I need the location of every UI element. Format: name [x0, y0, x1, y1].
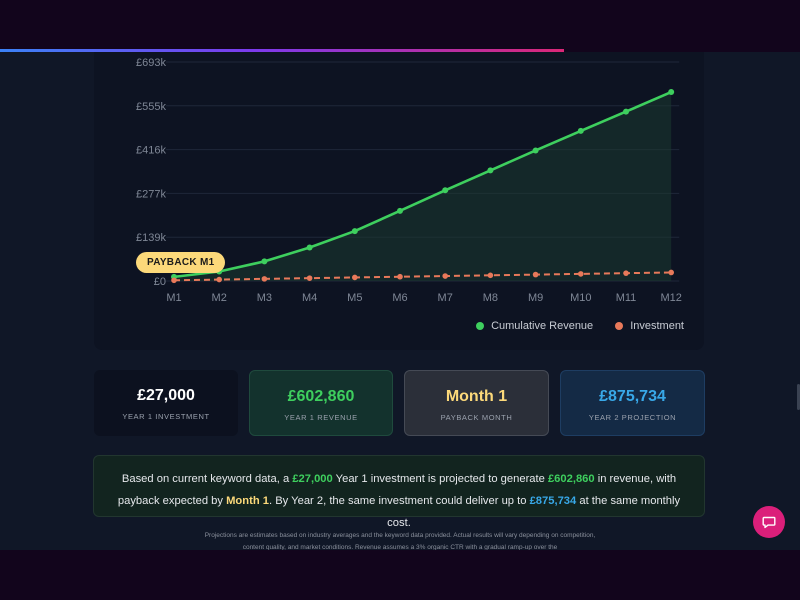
stat-value-investment: £27,000	[137, 387, 195, 404]
stat-card-investment: £27,000 YEAR 1 INVESTMENT	[94, 370, 238, 436]
revenue-point	[532, 147, 539, 154]
x-tick-label: M7	[438, 292, 453, 304]
x-tick-label: M3	[257, 292, 272, 304]
investment-point	[216, 276, 222, 283]
revenue-line	[173, 90, 672, 279]
summary-text: at the same monthly cost.	[387, 495, 681, 529]
revenue-point	[306, 244, 313, 251]
stat-label-investment: YEAR 1 INVESTMENT	[122, 412, 210, 421]
investment-point	[306, 275, 313, 281]
y-tick-label: £139k	[136, 232, 166, 244]
x-tick-label: M11	[616, 292, 637, 304]
projection-summary: Based on current keyword data, a £27,000…	[93, 455, 705, 529]
summary-revenue-value: £602,860	[547, 473, 595, 485]
scroll-progress-bar	[0, 49, 564, 52]
x-tick-label: M1	[166, 292, 181, 304]
bottom-bar	[0, 550, 800, 600]
stat-label-payback: PAYBACK MONTH	[440, 413, 513, 422]
revenue-point	[442, 187, 449, 194]
revenue-point	[351, 228, 358, 235]
investment-point	[442, 273, 449, 279]
disclaimer-text: Projections are estimates based on indus…	[204, 532, 596, 550]
legend-label-investment: Investment	[630, 320, 684, 332]
summary-payback-value: Month 1	[226, 495, 269, 507]
legend-swatch-revenue	[476, 322, 485, 330]
x-tick-label: M8	[483, 292, 498, 304]
legend-item-revenue: Cumulative Revenue	[476, 320, 593, 332]
x-tick-label: M10	[570, 292, 591, 304]
x-tick-label: M6	[392, 292, 407, 304]
chat-button[interactable]	[753, 506, 785, 538]
investment-line	[173, 271, 672, 282]
investment-point	[171, 277, 177, 284]
investment-point	[352, 274, 358, 281]
y-tick-label: £416k	[136, 145, 166, 157]
projection-chart: £0 £139k £277k £416k £555k £693k M1 M2 M3 M4 M5 M6 M…	[136, 57, 682, 304]
y-tick-label: £555k	[136, 101, 166, 113]
investment-point	[397, 273, 403, 280]
investment-point	[578, 271, 584, 277]
stat-value-payback: Month 1	[445, 388, 508, 405]
chat-icon	[762, 516, 776, 529]
stat-card-year2: £875,734 YEAR 2 PROJECTION	[560, 370, 705, 436]
investment-point	[668, 269, 674, 276]
page-viewport: £0 £139k £277k £416k £555k £693k M1 M2 M3 M4 M5 M6 M…	[0, 52, 800, 550]
stat-card-payback: Month 1 PAYBACK MONTH	[404, 370, 549, 436]
x-tick-label: M4	[302, 292, 317, 304]
top-bar	[0, 0, 800, 50]
legend-item-investment: Investment	[615, 320, 684, 332]
summary-text: Year 1 investment is projected to genera…	[332, 473, 548, 485]
legend-swatch-investment	[615, 322, 624, 330]
projection-chart-card: £0 £139k £277k £416k £555k £693k M1 M2 M3 M4 M5 M6 M…	[94, 52, 704, 350]
summary-text: . By Year 2, the same investment could d…	[269, 495, 530, 507]
summary-text: in revenue, with payback expected by	[117, 473, 677, 507]
x-tick-label: M9	[528, 292, 543, 304]
revenue-point	[623, 108, 629, 115]
y-tick-label: £693k	[136, 57, 166, 69]
revenue-point	[487, 167, 494, 174]
x-tick-label: M12	[660, 292, 681, 304]
legend-label-revenue: Cumulative Revenue	[491, 320, 594, 332]
revenue-point	[577, 127, 584, 134]
stat-label-revenue: YEAR 1 REVENUE	[284, 413, 358, 422]
page-scrollbar[interactable]	[797, 384, 800, 410]
y-tick-label: £277k	[136, 188, 166, 200]
summary-investment-value: £27,000	[292, 473, 333, 485]
summary-text: Based on current keyword data, a	[121, 473, 293, 485]
stat-card-revenue: £602,860 YEAR 1 REVENUE	[249, 370, 393, 436]
revenue-point	[668, 89, 675, 96]
investment-point	[623, 270, 629, 276]
x-tick-label: M2	[212, 292, 227, 304]
investment-point	[532, 271, 539, 278]
summary-year2-value: £875,734	[529, 495, 577, 507]
payback-badge: PAYBACK M1	[136, 252, 226, 273]
stat-value-revenue: £602,860	[287, 388, 355, 405]
stat-value-year2: £875,734	[599, 388, 666, 405]
revenue-point	[397, 207, 403, 214]
stat-label-year2: YEAR 2 PROJECTION	[588, 413, 677, 422]
investment-point	[261, 276, 268, 282]
revenue-point	[261, 258, 268, 265]
x-tick-label: M5	[347, 292, 362, 304]
y-tick-label: £0	[154, 276, 166, 288]
revenue-area	[174, 92, 672, 282]
investment-point	[487, 272, 494, 279]
chart-legend: Cumulative Revenue Investment	[476, 320, 684, 332]
